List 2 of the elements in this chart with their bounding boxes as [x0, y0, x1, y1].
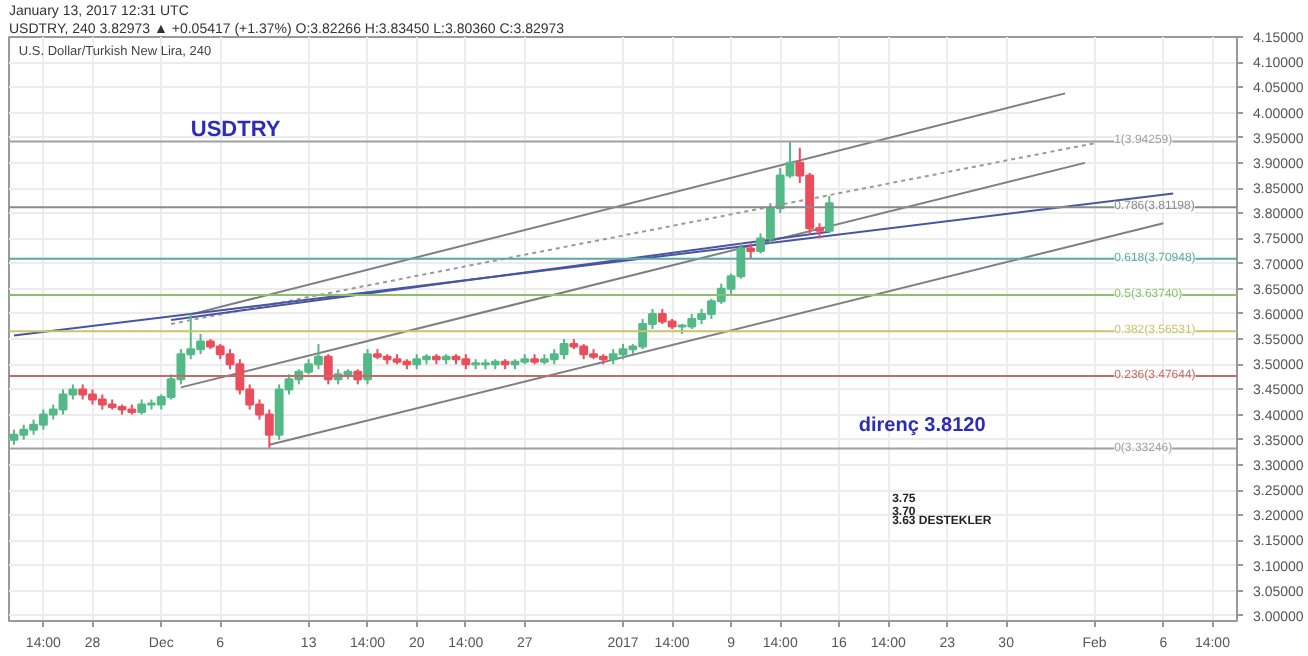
annotation: direnç 3.8120	[858, 414, 987, 437]
text: USDTRY	[190, 118, 282, 143]
